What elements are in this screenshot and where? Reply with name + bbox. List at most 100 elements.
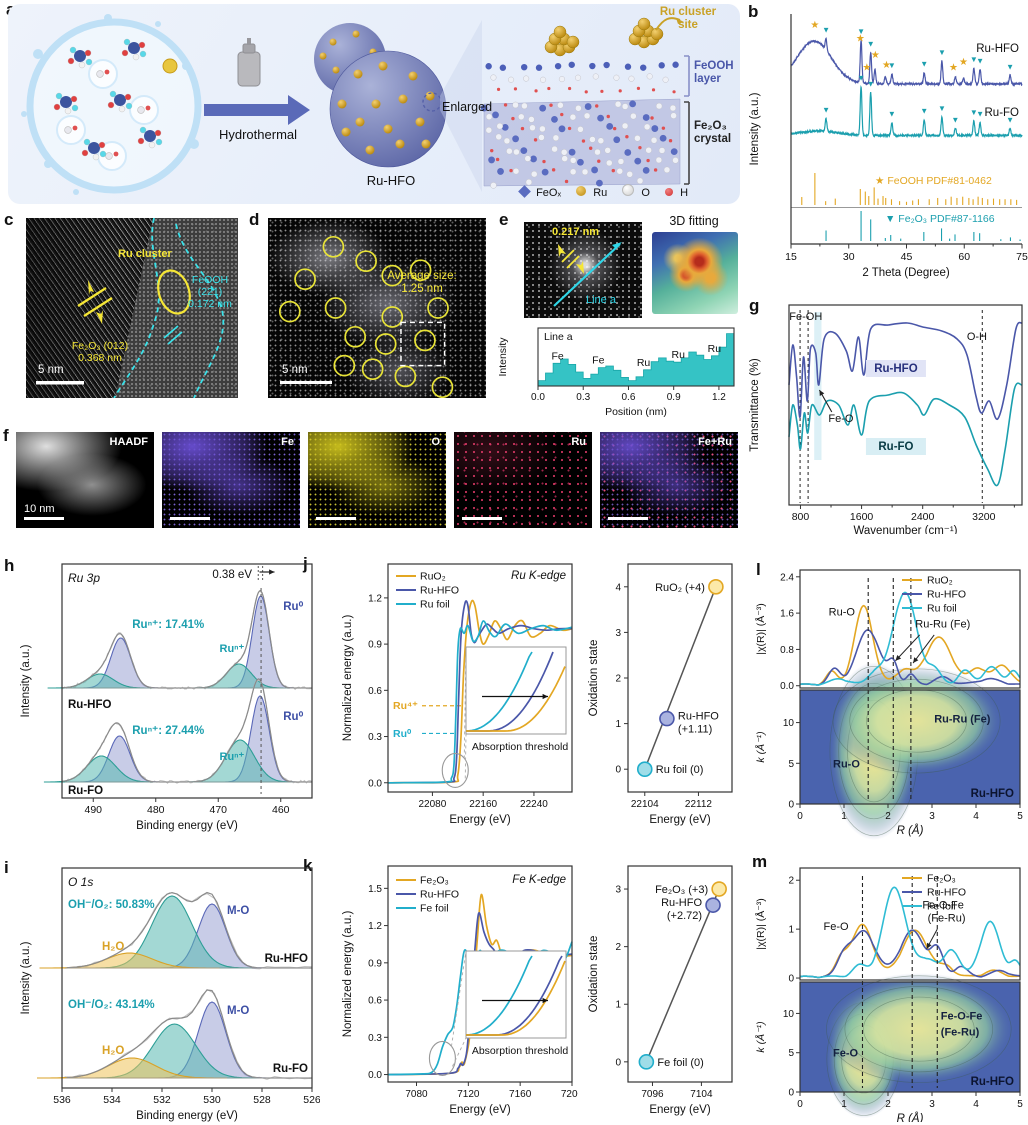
schematic-art: [21, 14, 690, 195]
svg-text:Fe₂O₃: Fe₂O₃: [420, 875, 449, 887]
svg-text:Ru-HFO: Ru-HFO: [976, 43, 1019, 55]
svg-text:0: 0: [788, 974, 794, 985]
feox-icon: [518, 185, 531, 198]
svg-text:O-H: O-H: [967, 331, 987, 343]
svg-text:Fe-O: Fe-O: [824, 921, 850, 933]
line-profile-chart: 0.0 0.3 0.6 0.9 1.2 Position (nm) Intensity Lin…: [497, 327, 735, 418]
svg-text:0: 0: [788, 800, 794, 811]
svg-text:Energy (eV): Energy (eV): [449, 1104, 511, 1116]
svg-text:Line a: Line a: [544, 331, 573, 343]
svg-text:▼: ▼: [822, 106, 830, 115]
svg-text:Energy (eV): Energy (eV): [649, 814, 711, 826]
svg-text:★: ★: [862, 63, 871, 74]
svg-text:▼: ▼: [888, 61, 896, 70]
svg-text:526: 526: [303, 1094, 320, 1106]
svg-text:22112: 22112: [685, 799, 713, 810]
svg-text:Fe₂O₃: Fe₂O₃: [927, 873, 956, 885]
svg-text:0.3: 0.3: [368, 1033, 382, 1044]
svg-text:2.4: 2.4: [780, 572, 794, 583]
svg-text:Absorption threshold: Absorption threshold: [472, 1045, 568, 1057]
map-label: Fe: [281, 436, 294, 448]
panel-c-label: c: [4, 210, 14, 229]
svg-text:480: 480: [147, 804, 165, 816]
ftir-chart: Ru-HFO Ru-FO Fe-OH O-H Fe-O 800 1600 2400 3200 Wa…: [749, 304, 1023, 534]
svg-text:460: 460: [272, 804, 290, 816]
svg-text:0.9: 0.9: [667, 392, 681, 403]
panel-l-label: l: [756, 560, 761, 579]
svg-text:Ru⁰: Ru⁰: [283, 710, 303, 723]
eds-map-haadf: HAADF 10 nm: [16, 432, 154, 528]
svg-text:Fe-O-Fe: Fe-O-Fe: [941, 1011, 983, 1023]
svg-text:0.0: 0.0: [531, 392, 545, 403]
svg-text:3: 3: [615, 885, 621, 896]
svg-text:Intensity (a.u.): Intensity (a.u.): [20, 941, 32, 1014]
svg-text:Ru: Ru: [637, 357, 651, 369]
ru-cluster-site-label: Ru cluster site: [659, 6, 717, 32]
svg-text:▼: ▼: [867, 79, 875, 88]
svg-text:7096: 7096: [641, 1089, 664, 1100]
scalebar: [36, 381, 84, 385]
svg-text:(+2.72): (+2.72): [667, 910, 702, 922]
feooh-boundary-line: [113, 218, 160, 398]
svg-text:▼: ▼: [1006, 115, 1014, 124]
svg-text:22240: 22240: [520, 799, 548, 810]
svg-text:2: 2: [615, 942, 621, 953]
svg-text:RuO₂: RuO₂: [927, 575, 953, 587]
svg-text:Fe foil: Fe foil: [927, 901, 956, 913]
svg-text:O 1s: O 1s: [68, 875, 93, 889]
svg-text:▼: ▼: [857, 73, 865, 82]
line-a-arrow: [553, 243, 621, 307]
svg-text:★: ★: [949, 62, 958, 73]
svg-text:Ru-FO: Ru-FO: [878, 441, 913, 453]
svg-text:Ru-HFO: Ru-HFO: [874, 363, 917, 375]
svg-text:Ru foil (0): Ru foil (0): [656, 764, 704, 776]
svg-text:Fe-O-Fe: Fe-O-Fe: [922, 900, 964, 912]
svg-text:5: 5: [788, 1048, 794, 1059]
legend-feox: FeOₓ: [536, 187, 562, 199]
arrow-icon: [576, 261, 584, 274]
arrow-icon: [88, 280, 94, 295]
svg-text:Ru-HFO: Ru-HFO: [971, 788, 1014, 800]
svg-text:60: 60: [958, 251, 970, 263]
svg-text:▼: ▼: [920, 107, 928, 116]
svg-text:Ru-HFO: Ru-HFO: [420, 889, 459, 901]
svg-text:Fe-OH: Fe-OH: [789, 311, 822, 323]
svg-text:528: 528: [253, 1094, 271, 1106]
svg-text:0.9: 0.9: [368, 640, 382, 651]
svg-text:OH⁻/O₂: 43.14%: OH⁻/O₂: 43.14%: [68, 999, 155, 1011]
svg-text:▼: ▼: [976, 110, 984, 119]
scalebar: [280, 381, 332, 384]
svg-text:▼: ▼: [920, 59, 928, 68]
legend-o: O: [641, 187, 650, 199]
svg-text:Intensity: Intensity: [497, 337, 509, 377]
svg-text:45: 45: [901, 251, 913, 263]
hrtem-image: Ru cluster FeOOH (221) 0.172 nm Fe₂O₃ (0…: [26, 218, 238, 398]
svg-text:M-O: M-O: [227, 1005, 249, 1017]
svg-text:0.6: 0.6: [368, 996, 382, 1007]
svg-text:1: 1: [841, 1099, 847, 1110]
eds-map-fe-ru: Fe+Ru: [600, 432, 738, 528]
svg-text:|χ(R)| (Å⁻³): |χ(R)| (Å⁻³): [754, 898, 767, 950]
svg-text:3: 3: [929, 811, 935, 822]
svg-text:0: 0: [788, 1088, 794, 1099]
line-a-label: Line a: [586, 294, 616, 306]
svg-text:Normalized energy (a.u.): Normalized energy (a.u.): [342, 615, 354, 742]
spacing-label: 0.217 nm: [552, 226, 600, 238]
svg-text:Oxidation state: Oxidation state: [588, 640, 600, 717]
svg-text:Normalized energy (a.u.): Normalized energy (a.u.): [342, 911, 354, 1038]
svg-text:1.6: 1.6: [780, 609, 794, 620]
svg-text:Fe-O: Fe-O: [833, 1048, 859, 1060]
eds-map-ru: Ru: [454, 432, 592, 528]
svg-text:Fe foil (0): Fe foil (0): [657, 1057, 703, 1069]
svg-text:★: ★: [871, 50, 880, 61]
svg-text:1: 1: [841, 811, 847, 822]
map-label: Ru: [571, 436, 586, 448]
svg-text:H₂O: H₂O: [102, 941, 124, 953]
feoo-plane-index: (221): [197, 286, 223, 299]
svg-text:Ru K-edge: Ru K-edge: [511, 570, 566, 582]
svg-text:▼: ▼: [867, 39, 875, 48]
svg-text:Ru-O: Ru-O: [829, 606, 856, 618]
svg-text:Ru-FO: Ru-FO: [273, 1063, 308, 1075]
svg-text:▼ Fe₂O₃ PDF#87-1166: ▼ Fe₂O₃ PDF#87-1166: [885, 213, 995, 225]
svg-text:2 Theta (Degree): 2 Theta (Degree): [862, 267, 950, 279]
